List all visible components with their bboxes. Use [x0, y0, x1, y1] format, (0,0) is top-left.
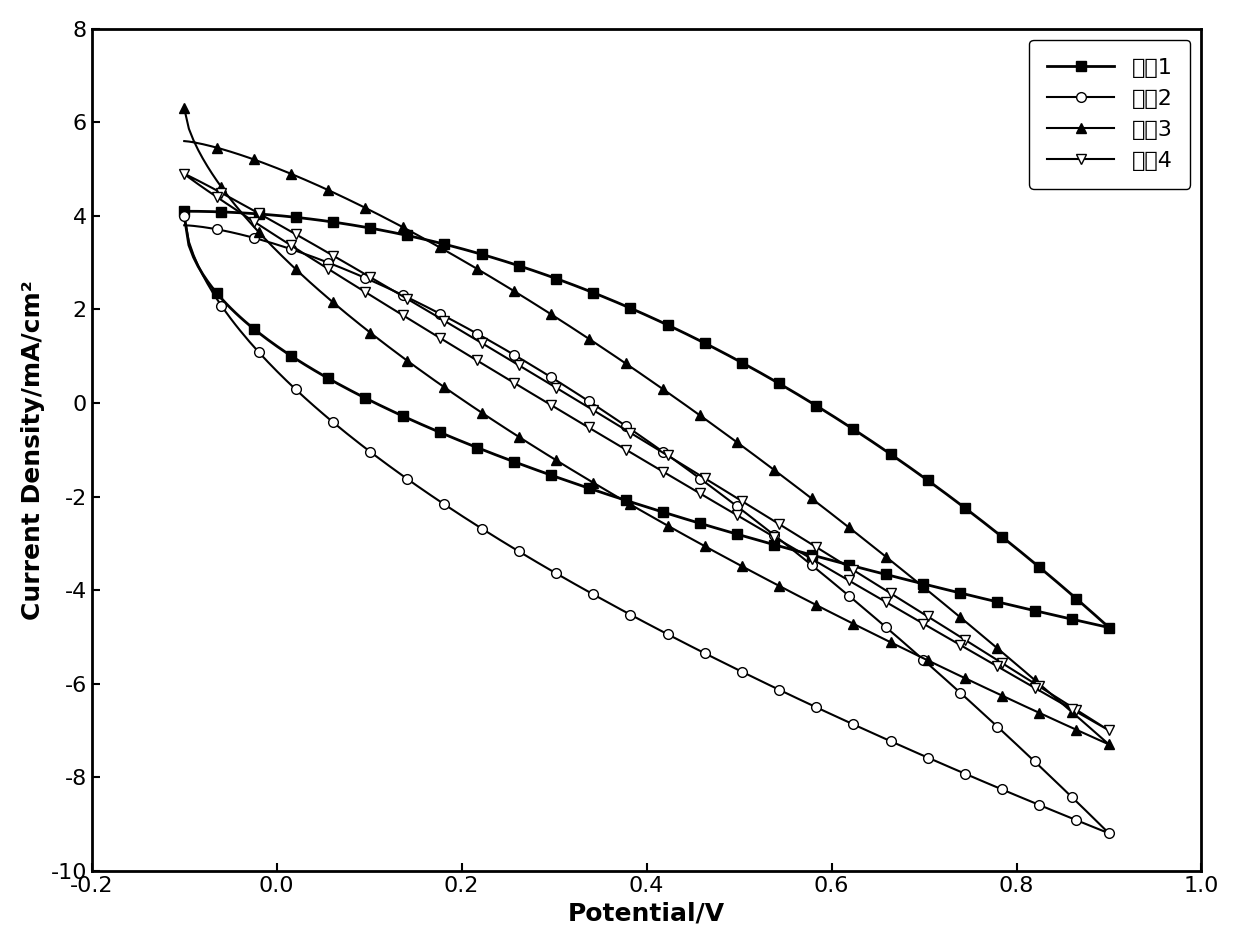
实兢3: [678, 400, 693, 412]
实兢3: [399, 355, 414, 366]
实兢4: [1101, 725, 1116, 736]
实兢1: [1101, 622, 1116, 633]
实兢3: [688, 407, 703, 418]
宜兢2: [399, 473, 414, 484]
实兢4: [678, 480, 693, 491]
宜兢2: [911, 748, 926, 760]
实兢1: [399, 230, 414, 241]
实兢3: [1101, 739, 1116, 750]
宜兢2: [688, 469, 703, 481]
实兢1: [911, 468, 926, 480]
实兢1: [781, 383, 796, 394]
Line: 实兢4: 实兢4: [180, 169, 1114, 735]
实兢1: [688, 517, 703, 528]
Line: 实兢1: 实兢1: [180, 206, 1114, 632]
实兢1: [177, 210, 192, 221]
宜兢2: [1101, 828, 1116, 839]
实兢1: [678, 514, 693, 525]
实兢4: [911, 605, 926, 617]
实兢1: [859, 564, 874, 575]
实兢3: [859, 536, 874, 548]
实兢4: [781, 524, 796, 535]
宜兢2: [859, 605, 874, 617]
宜兢2: [781, 689, 796, 700]
实兢4: [177, 168, 192, 180]
实兢4: [859, 586, 874, 597]
Line: 实兢3: 实兢3: [180, 103, 1114, 749]
实兢3: [177, 103, 192, 114]
Legend: 实兢1, 宜兢2, 实兢3, 实兢4: 实兢1, 宜兢2, 实兢3, 实兢4: [1029, 40, 1190, 189]
Y-axis label: Current Density/mA/cm²: Current Density/mA/cm²: [21, 280, 45, 620]
宜兢2: [678, 463, 693, 474]
实兢3: [781, 585, 796, 596]
实兢4: [688, 485, 703, 497]
宜兢2: [177, 210, 192, 221]
宜兢2: [177, 219, 192, 231]
实兢3: [911, 650, 926, 661]
实兢1: [177, 205, 192, 217]
实兢4: [399, 293, 414, 305]
Line: 宜兢2: 宜兢2: [180, 211, 1114, 838]
实兢3: [177, 135, 192, 147]
实兢4: [177, 168, 192, 180]
X-axis label: Potential/V: Potential/V: [568, 902, 725, 925]
